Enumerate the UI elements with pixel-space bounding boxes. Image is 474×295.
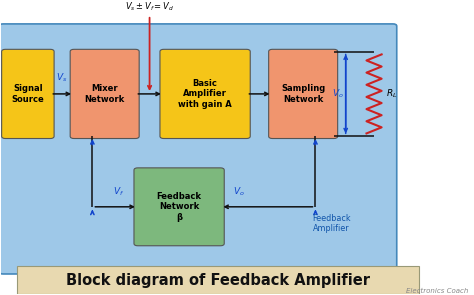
Text: $R_L$: $R_L$ [386, 88, 397, 100]
Text: Block diagram of Feedback Amplifier: Block diagram of Feedback Amplifier [66, 273, 370, 288]
FancyBboxPatch shape [160, 49, 250, 139]
Text: Mixer
Network: Mixer Network [84, 84, 125, 104]
FancyBboxPatch shape [0, 24, 397, 274]
Text: Feedback
Amplifier: Feedback Amplifier [313, 214, 351, 233]
Text: $V_o$: $V_o$ [234, 186, 245, 198]
Text: Basic
Amplifier
with gain A: Basic Amplifier with gain A [178, 79, 232, 109]
Text: Signal
Source: Signal Source [11, 84, 44, 104]
Text: Electronics Coach: Electronics Coach [406, 288, 469, 294]
FancyBboxPatch shape [269, 49, 337, 139]
Text: $V_s \pm V_f = V_d$: $V_s \pm V_f = V_d$ [125, 1, 174, 14]
Text: $V_s$: $V_s$ [56, 71, 68, 84]
Text: Sampling
Network: Sampling Network [281, 84, 325, 104]
FancyBboxPatch shape [17, 266, 419, 294]
FancyBboxPatch shape [1, 49, 54, 139]
Text: $V_f$: $V_f$ [113, 186, 125, 198]
FancyBboxPatch shape [134, 168, 224, 246]
Text: Feedback
Network
β: Feedback Network β [156, 192, 201, 222]
Text: $V_o$: $V_o$ [332, 88, 343, 100]
FancyBboxPatch shape [70, 49, 139, 139]
